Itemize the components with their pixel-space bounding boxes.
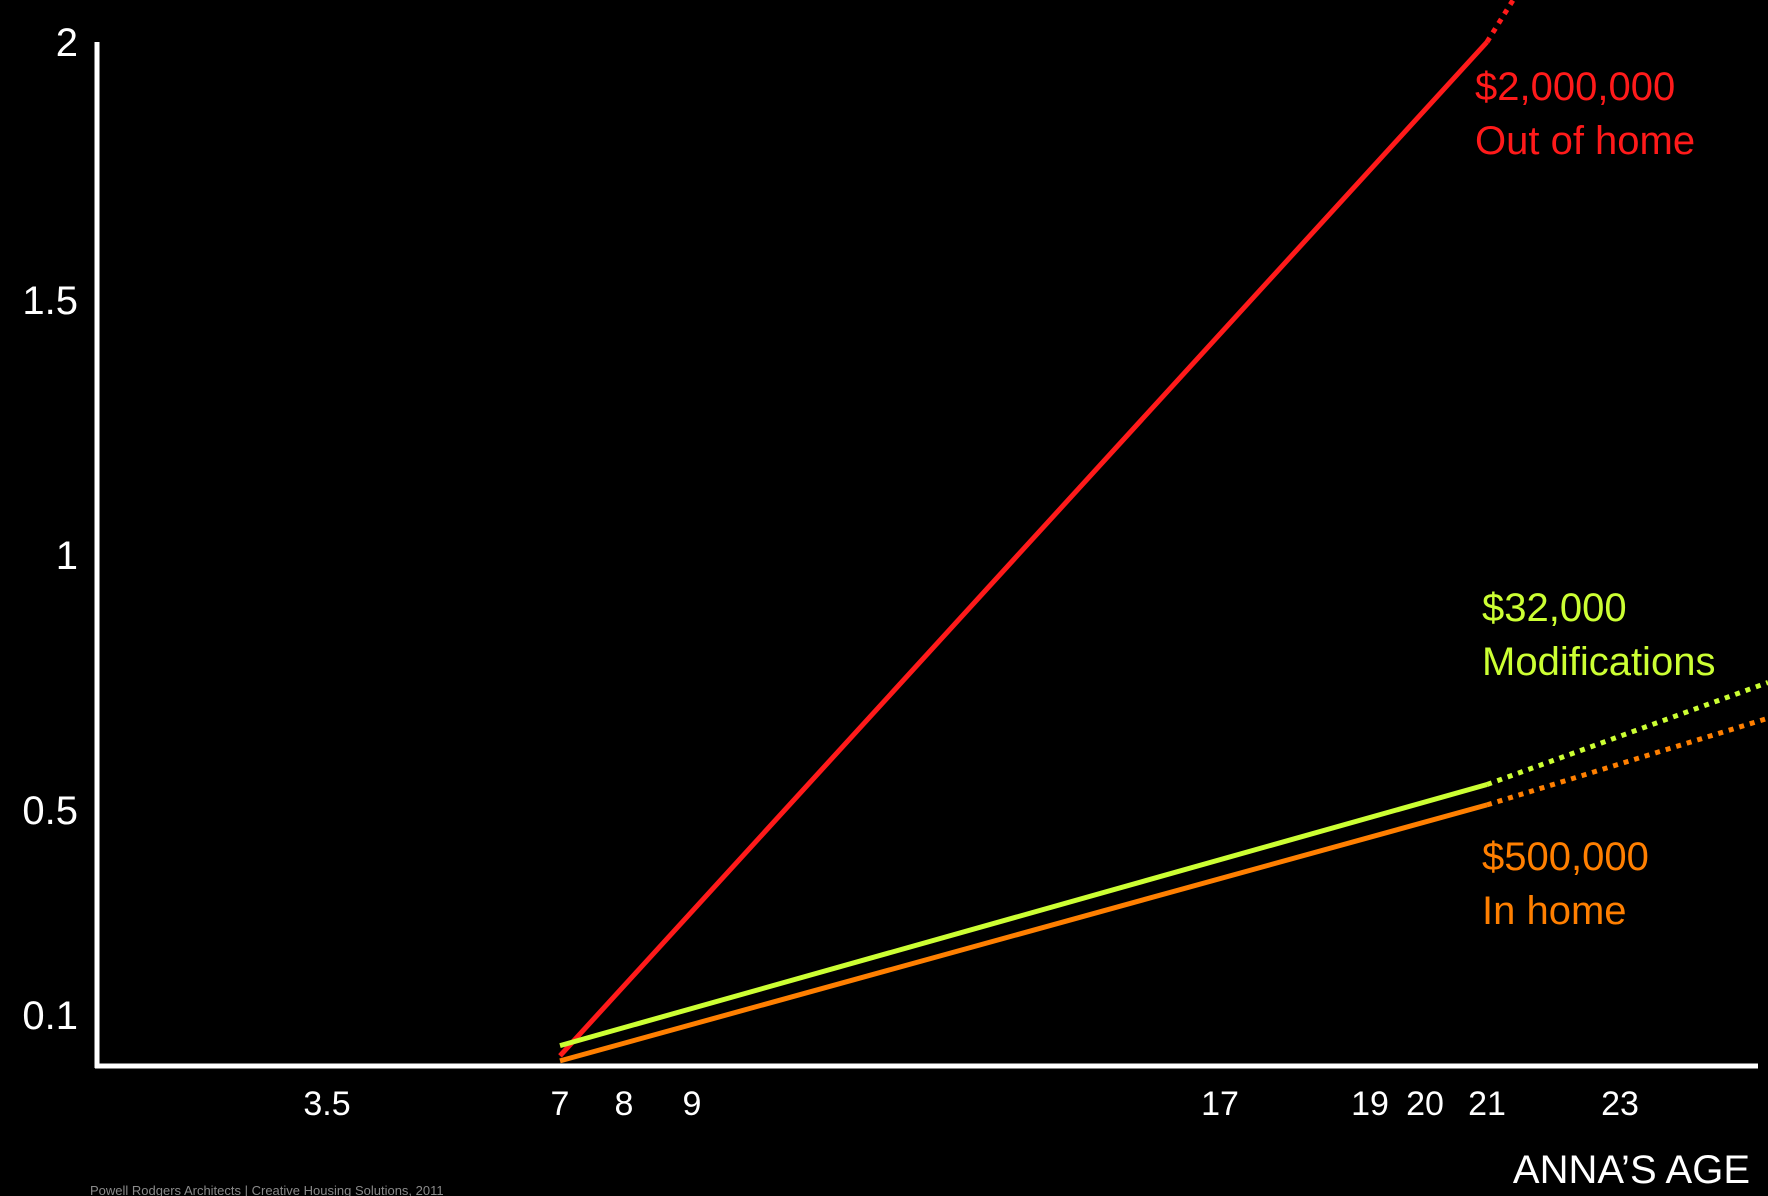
x-axis-ticks: 3.5 7 8 9 17 19 20 21 23: [303, 1085, 1639, 1123]
y-tick-label: 2: [56, 21, 78, 65]
x-tick-label: 7: [551, 1085, 570, 1123]
series-line: [559, 802, 1488, 1064]
x-tick-label: 23: [1601, 1085, 1639, 1123]
y-tick-label: 1: [56, 534, 78, 578]
series-amount-label: $2,000,000: [1475, 65, 1675, 109]
x-tick-label: 3.5: [303, 1085, 350, 1123]
series-line: [559, 782, 1488, 1049]
series-projection: [1484, 0, 1517, 44]
x-tick-label: 21: [1468, 1085, 1506, 1123]
series-annotations: $2,000,000 Out of home $32,000 Modification…: [1475, 65, 1715, 933]
y-tick-label: 1.5: [22, 279, 78, 323]
series-name-label: Modifications: [1482, 640, 1715, 684]
credit-text: Powell Rodgers Architects | Creative Hou…: [90, 1183, 444, 1196]
y-tick-label: 0.1: [22, 994, 78, 1038]
x-tick-label: 17: [1201, 1085, 1239, 1123]
y-axis-ticks: 0.1 0.5 1 1.5 2: [22, 21, 78, 1038]
series-amount-label: $32,000: [1482, 586, 1627, 630]
series-amount-label: $500,000: [1482, 835, 1649, 879]
series-name-label: Out of home: [1475, 119, 1695, 163]
series-name-label: In home: [1482, 889, 1627, 933]
x-tick-label: 9: [683, 1085, 702, 1123]
series-projection: [1486, 715, 1768, 808]
x-tick-label: 20: [1406, 1085, 1444, 1123]
series-lines: [558, 0, 1768, 1064]
series-line: [558, 40, 1489, 1058]
series-projection: [1486, 680, 1768, 787]
x-tick-label: 8: [615, 1085, 634, 1123]
x-tick-label: 19: [1351, 1085, 1389, 1123]
y-tick-label: 0.5: [22, 789, 78, 833]
x-axis-label: ANNA’S AGE: [1513, 1148, 1750, 1192]
